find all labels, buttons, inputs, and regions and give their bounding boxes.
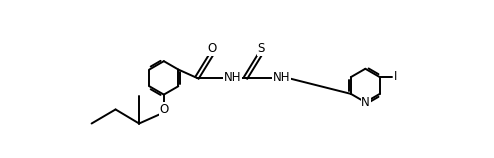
Text: O: O: [159, 103, 168, 116]
Text: NH: NH: [273, 71, 290, 84]
Text: NH: NH: [224, 71, 242, 84]
Text: N: N: [361, 97, 370, 109]
Text: I: I: [394, 70, 398, 83]
Text: S: S: [257, 42, 264, 55]
Text: O: O: [207, 42, 217, 55]
